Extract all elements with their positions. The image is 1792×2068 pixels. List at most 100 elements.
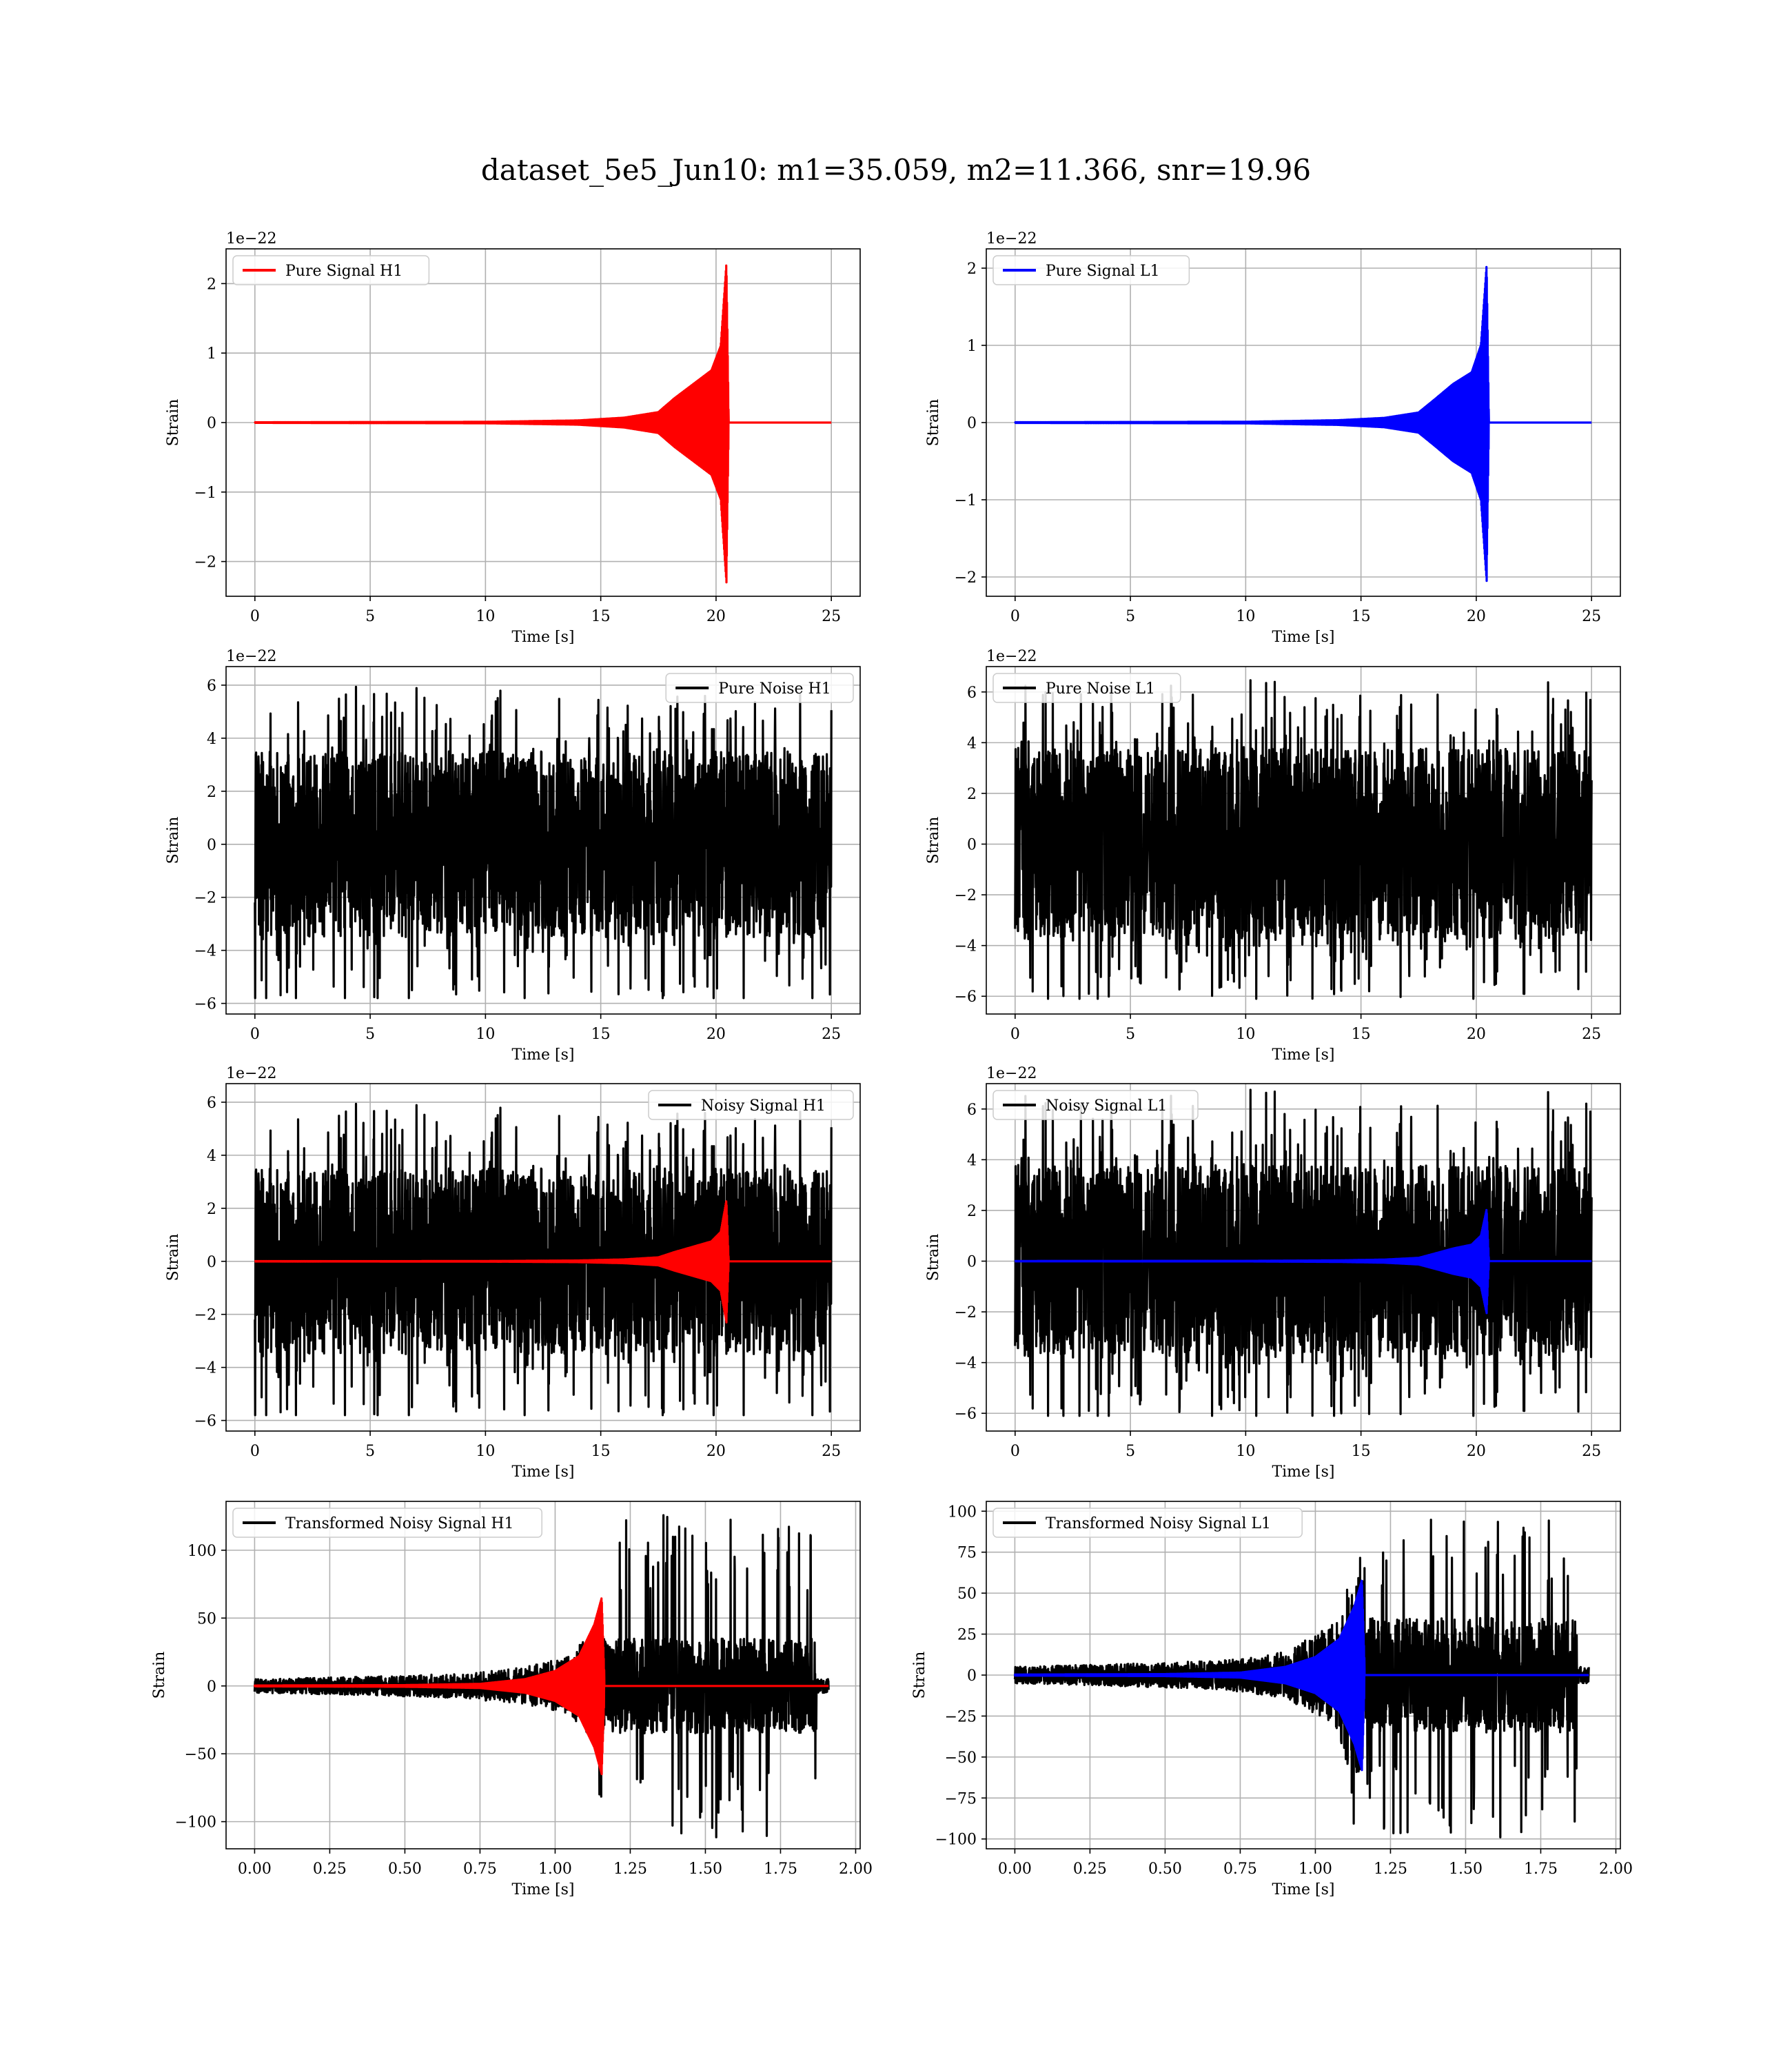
x-tick-label: 5 bbox=[365, 1026, 375, 1043]
y-tick-label: 6 bbox=[207, 1095, 216, 1112]
legend-label: Pure Noise H1 bbox=[718, 680, 831, 698]
y-tick-label: 0 bbox=[967, 1254, 977, 1271]
legend-box bbox=[992, 255, 1190, 285]
y-tick-label: 0 bbox=[967, 415, 977, 432]
x-tick-label: 1.00 bbox=[1299, 1861, 1332, 1878]
x-tick-label: 20 bbox=[1467, 1026, 1486, 1043]
x-tick-label: 0.75 bbox=[1223, 1861, 1257, 1878]
legend-label: Pure Signal L1 bbox=[1046, 263, 1160, 280]
y-axis-label: Strain bbox=[925, 817, 942, 864]
legend: Noisy Signal H1 bbox=[648, 1090, 854, 1120]
offset-text: 1e−22 bbox=[226, 230, 276, 247]
x-axis-label: Time [s] bbox=[1272, 1046, 1334, 1064]
x-tick-label: 20 bbox=[1467, 608, 1486, 625]
chirp-series-line bbox=[253, 1597, 830, 1776]
y-tick-label: 1 bbox=[967, 338, 977, 355]
y-tick-label: −6 bbox=[955, 1406, 977, 1423]
legend: Pure Noise L1 bbox=[992, 673, 1181, 703]
subplot-7: 0.00 0.25 0.50 0.75 1.00 1.25 1.50 1.75 2.00 −100… bbox=[151, 1501, 873, 1898]
x-tick-label: 15 bbox=[591, 1443, 611, 1460]
y-tick-label: 4 bbox=[207, 731, 216, 748]
y-tick-label: 0 bbox=[207, 1254, 216, 1271]
offset-text: 1e−22 bbox=[986, 1065, 1037, 1082]
y-tick-label: 50 bbox=[957, 1585, 977, 1603]
y-tick-label: −6 bbox=[955, 989, 977, 1006]
y-axis-label: Strain bbox=[165, 399, 182, 447]
y-tick-label: 25 bbox=[957, 1627, 977, 1644]
legend-label: Pure Signal H1 bbox=[285, 263, 403, 280]
x-axis-label: Time [s] bbox=[511, 1881, 574, 1898]
axes-frame bbox=[986, 666, 1621, 1015]
y-tick-label: −100 bbox=[175, 1814, 216, 1832]
x-tick-label: 15 bbox=[591, 1026, 611, 1043]
legend-box bbox=[992, 1508, 1303, 1538]
x-tick-label: 10 bbox=[1236, 1443, 1255, 1460]
y-tick-label: −4 bbox=[194, 943, 216, 960]
y-tick-label: 75 bbox=[957, 1545, 977, 1562]
y-tick-label: 0 bbox=[967, 837, 977, 854]
y-tick-label: −2 bbox=[955, 569, 977, 587]
legend-box bbox=[992, 673, 1181, 703]
x-tick-label: 5 bbox=[365, 1443, 375, 1460]
x-tick-label: 0 bbox=[1010, 1443, 1020, 1460]
axes-frame bbox=[986, 1083, 1621, 1432]
legend: Pure Signal H1 bbox=[232, 255, 430, 285]
y-tick-label: −1 bbox=[194, 485, 216, 502]
y-tick-label: −25 bbox=[945, 1708, 977, 1725]
x-tick-label: 20 bbox=[706, 1026, 726, 1043]
x-tick-label: 15 bbox=[1352, 1026, 1371, 1043]
series-layer bbox=[1013, 1519, 1590, 1838]
axes-frame bbox=[225, 666, 861, 1015]
x-tick-label: 0 bbox=[250, 1026, 260, 1043]
x-tick-label: 15 bbox=[591, 608, 611, 625]
y-tick-label: −2 bbox=[194, 1307, 216, 1324]
x-tick-label: 0 bbox=[1010, 1026, 1020, 1043]
subplot-3: 0 5 10 15 20 25 −6 −4 −2 0 2 4 6 Time [s] Strain 1e−22 P… bbox=[165, 648, 861, 1064]
x-tick-label: 0.00 bbox=[238, 1861, 272, 1878]
legend-box bbox=[232, 255, 430, 285]
legend: Noisy Signal L1 bbox=[992, 1090, 1199, 1120]
offset-text: 1e−22 bbox=[986, 648, 1037, 665]
subplot-4: 0 5 10 15 20 25 −6 −4 −2 0 2 4 6 Time [s] Strain 1e−22 P… bbox=[925, 648, 1621, 1064]
y-tick-label: 2 bbox=[967, 261, 977, 278]
y-tick-label: 100 bbox=[187, 1543, 216, 1560]
chirp-series-line bbox=[1014, 1208, 1593, 1315]
subplot-5: 0 5 10 15 20 25 −6 −4 −2 0 2 4 6 Time [s] Strain 1e−22 N… bbox=[165, 1065, 861, 1481]
x-tick-label: 0.50 bbox=[1148, 1861, 1182, 1878]
y-axis-label: Strain bbox=[165, 817, 182, 864]
y-tick-label: 0 bbox=[207, 837, 216, 854]
x-tick-label: 1.25 bbox=[613, 1861, 647, 1878]
y-axis-label: Strain bbox=[911, 1652, 928, 1699]
y-tick-label: 0 bbox=[207, 415, 216, 432]
y-tick-label: −6 bbox=[194, 1413, 216, 1430]
figure-title: dataset_5e5_Jun10: m1=35.059, m2=11.366,… bbox=[480, 153, 1312, 187]
subplot-8: 0.00 0.25 0.50 0.75 1.00 1.25 1.50 1.75 2.00 −100… bbox=[911, 1501, 1633, 1898]
y-axis-label: Strain bbox=[925, 399, 942, 447]
offset-text: 1e−22 bbox=[226, 1065, 276, 1082]
x-tick-label: 0.75 bbox=[463, 1861, 497, 1878]
x-tick-label: 5 bbox=[365, 608, 375, 625]
x-tick-label: 1.50 bbox=[689, 1861, 722, 1878]
x-tick-label: 25 bbox=[822, 1026, 841, 1043]
y-tick-label: −2 bbox=[194, 890, 216, 907]
x-tick-label: 25 bbox=[1582, 1443, 1601, 1460]
legend-box bbox=[665, 673, 854, 703]
x-tick-label: 1.50 bbox=[1449, 1861, 1483, 1878]
y-tick-label: 6 bbox=[967, 1102, 977, 1119]
x-tick-label: 1.25 bbox=[1374, 1861, 1407, 1878]
y-tick-label: 4 bbox=[207, 1148, 216, 1165]
y-tick-label: 4 bbox=[967, 1152, 977, 1169]
legend: Pure Noise H1 bbox=[665, 673, 854, 703]
legend-label: Noisy Signal L1 bbox=[1046, 1097, 1167, 1115]
x-tick-label: 25 bbox=[1582, 608, 1601, 625]
noise-series-line bbox=[254, 685, 833, 1000]
subplot-6: 0 5 10 15 20 25 −6 −4 −2 0 2 4 6 Time [s] Strain 1e−22 N… bbox=[925, 1065, 1621, 1481]
y-tick-label: −2 bbox=[955, 1304, 977, 1321]
x-tick-label: 0 bbox=[250, 1443, 260, 1460]
x-axis-label: Time [s] bbox=[511, 1463, 574, 1481]
series-layer bbox=[253, 1514, 830, 1838]
y-tick-label: −4 bbox=[194, 1360, 216, 1377]
y-axis-label: Strain bbox=[151, 1652, 168, 1699]
x-axis-label: Time [s] bbox=[511, 1046, 574, 1064]
y-tick-label: 0 bbox=[967, 1667, 977, 1685]
